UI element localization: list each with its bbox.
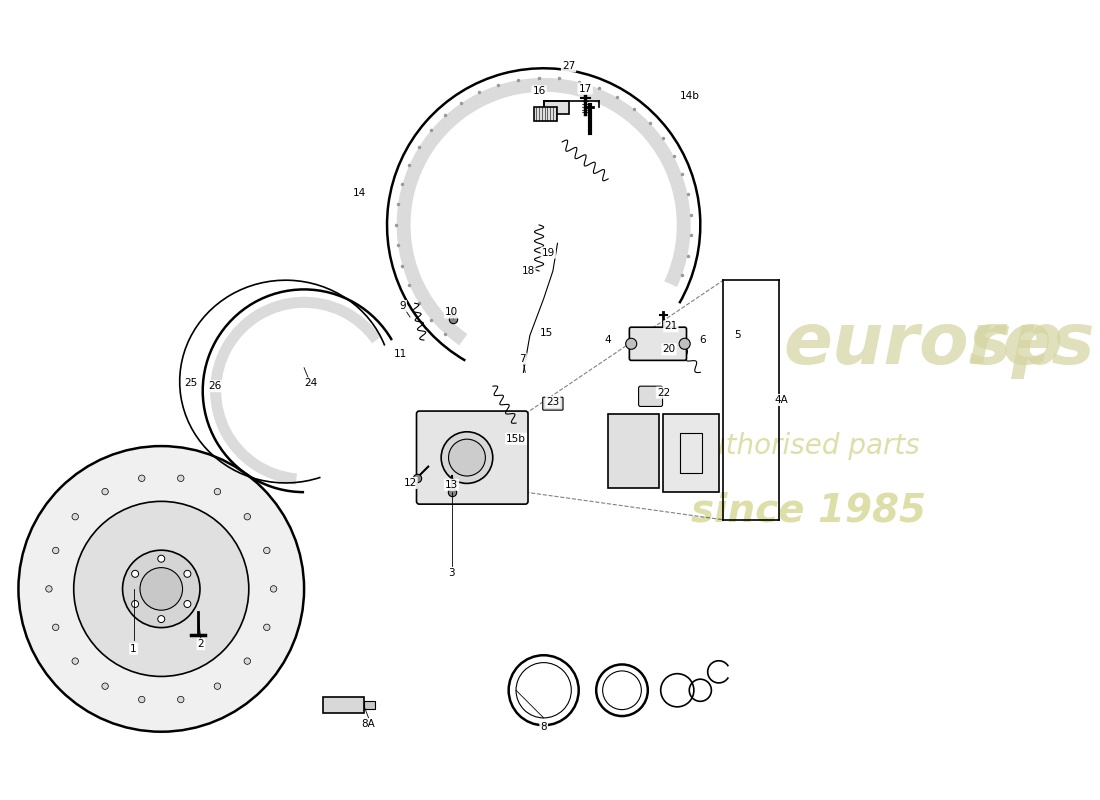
Bar (608, 414, 659, 487)
Circle shape (72, 514, 78, 520)
Text: 16: 16 (532, 86, 546, 96)
Circle shape (72, 658, 78, 664)
Text: 4: 4 (605, 335, 612, 345)
Text: 5: 5 (734, 330, 740, 341)
Text: 8A: 8A (362, 719, 375, 730)
Text: 1: 1 (130, 644, 136, 654)
Bar (364, 702, 375, 709)
Text: res: res (968, 310, 1096, 379)
Text: 10: 10 (446, 307, 458, 318)
Circle shape (214, 488, 221, 495)
Circle shape (140, 568, 183, 610)
FancyBboxPatch shape (629, 327, 686, 360)
Text: 2: 2 (198, 639, 205, 649)
Text: 20: 20 (662, 344, 675, 354)
Text: 13: 13 (444, 480, 458, 490)
Text: 24: 24 (304, 378, 317, 389)
Text: 7: 7 (519, 354, 526, 363)
Circle shape (679, 338, 690, 350)
Circle shape (102, 683, 108, 690)
Circle shape (626, 338, 637, 350)
Circle shape (449, 439, 485, 476)
Circle shape (139, 696, 145, 702)
Circle shape (132, 601, 139, 607)
Bar (680, 434, 702, 473)
Text: 14: 14 (353, 188, 366, 198)
Circle shape (74, 502, 249, 677)
Text: 11: 11 (394, 349, 407, 359)
Text: 9: 9 (399, 301, 406, 311)
Circle shape (244, 514, 251, 520)
Bar (631, 328, 682, 354)
Text: authorised parts: authorised parts (691, 432, 920, 460)
Circle shape (157, 616, 165, 622)
Bar (535, 107, 558, 121)
Text: 26: 26 (208, 381, 221, 391)
Text: 14b: 14b (680, 91, 700, 101)
Text: 25: 25 (184, 378, 197, 389)
FancyBboxPatch shape (639, 386, 662, 406)
Circle shape (184, 601, 191, 607)
Text: since 1985: since 1985 (691, 491, 926, 530)
Circle shape (264, 547, 270, 554)
Text: 21: 21 (664, 322, 678, 331)
Text: 19: 19 (541, 247, 554, 258)
Text: 15b: 15b (506, 434, 526, 444)
Circle shape (184, 570, 191, 578)
Text: 18: 18 (521, 266, 535, 276)
Text: 12: 12 (404, 478, 417, 488)
Text: 6: 6 (698, 335, 705, 345)
Text: 22: 22 (657, 388, 670, 398)
Circle shape (53, 547, 59, 554)
FancyBboxPatch shape (542, 398, 563, 410)
Circle shape (214, 683, 221, 690)
Bar (663, 414, 718, 492)
Text: 17: 17 (579, 83, 592, 94)
Circle shape (102, 488, 108, 495)
FancyBboxPatch shape (417, 411, 528, 504)
Circle shape (46, 586, 52, 592)
Bar (322, 697, 364, 714)
Text: 3: 3 (448, 568, 454, 578)
Text: 27: 27 (562, 62, 575, 71)
Circle shape (122, 550, 200, 628)
Text: 15: 15 (540, 328, 553, 338)
Circle shape (441, 432, 493, 483)
Circle shape (244, 658, 251, 664)
Circle shape (264, 624, 270, 630)
Circle shape (132, 570, 139, 578)
Bar (543, 101, 570, 114)
Text: 8: 8 (540, 722, 547, 732)
Circle shape (53, 624, 59, 630)
Text: eurosp: eurosp (783, 310, 1064, 379)
Circle shape (19, 446, 304, 732)
Circle shape (157, 555, 165, 562)
Circle shape (177, 475, 184, 482)
Text: 4A: 4A (774, 395, 789, 405)
Circle shape (177, 696, 184, 702)
Circle shape (271, 586, 277, 592)
Circle shape (139, 475, 145, 482)
Text: 23: 23 (547, 397, 560, 407)
